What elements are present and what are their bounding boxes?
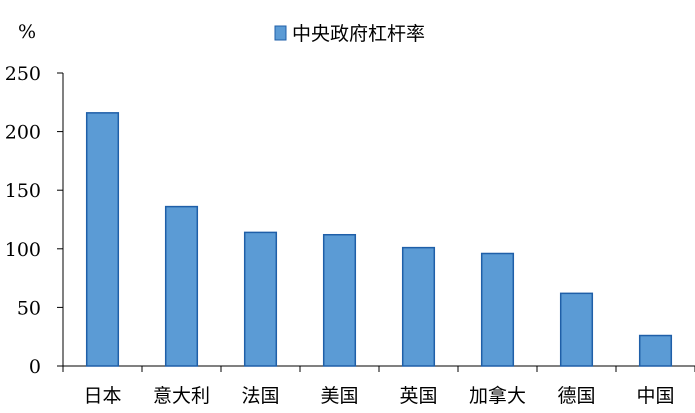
x-tick-label: 日本 — [83, 385, 121, 407]
x-tick-label: 德国 — [557, 385, 595, 407]
x-tick-label: 意大利 — [153, 385, 210, 407]
y-tick-label: 50 — [17, 297, 41, 319]
y-tick-label: 100 — [5, 239, 41, 261]
legend-swatch — [274, 25, 287, 41]
legend-label: 中央政府杠杆率 — [292, 23, 425, 45]
y-tick-label: 250 — [5, 63, 41, 85]
bar-1 — [164, 205, 199, 367]
y-tick-label: 0 — [29, 356, 41, 378]
x-tick-label: 中国 — [636, 385, 674, 407]
y-tick-label: 150 — [5, 180, 41, 202]
bar-0 — [85, 112, 120, 367]
y-tick-label: 200 — [5, 122, 41, 144]
x-tick-label: 法国 — [241, 385, 279, 407]
x-axis: 日本 意大利 法国 美国 英国 加拿大 德国 中国 — [62, 365, 695, 407]
x-tick-label: 英国 — [399, 385, 437, 407]
bar-4 — [401, 246, 436, 367]
bar-5 — [480, 252, 515, 367]
bar-6 — [559, 292, 594, 367]
y-axis: 0 50 100 150 200 250 — [5, 63, 64, 378]
legend: 中央政府杠杆率 — [274, 23, 425, 45]
x-tick-label: 加拿大 — [469, 384, 526, 407]
bar-2 — [243, 231, 278, 367]
x-tick-label: 美国 — [320, 385, 358, 407]
bar-7 — [638, 334, 673, 367]
y-axis-unit: % — [18, 21, 36, 43]
bars — [85, 112, 673, 367]
bar-3 — [322, 233, 357, 367]
